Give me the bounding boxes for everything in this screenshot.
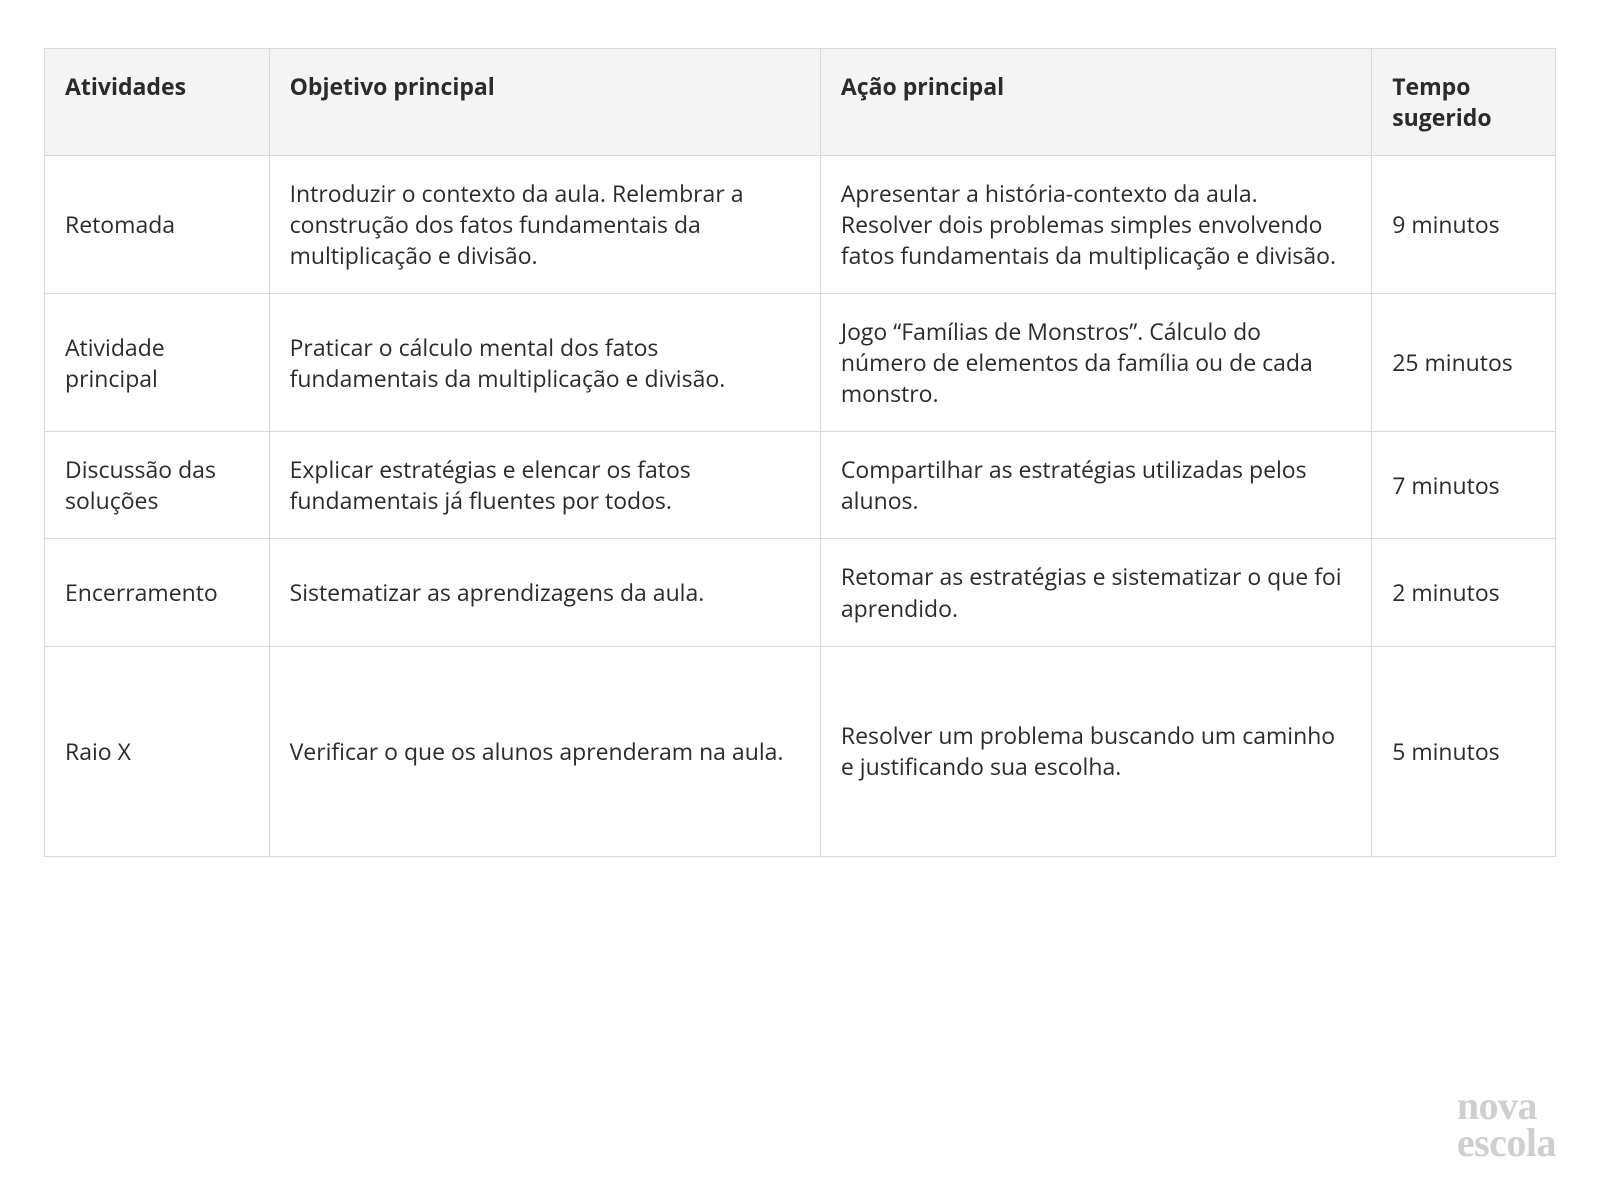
cell-action: Resolver um problema buscando um caminho… — [820, 646, 1371, 856]
cell-time: 25 minutos — [1372, 294, 1556, 432]
cell-activity: Atividade principal — [45, 294, 270, 432]
table-row: Retomada Introduzir o contexto da aula. … — [45, 156, 1556, 294]
col-header-activity: Atividades — [45, 49, 270, 156]
table-row: Atividade principal Praticar o cálculo m… — [45, 294, 1556, 432]
lesson-plan-table: Atividades Objetivo principal Ação princ… — [44, 48, 1556, 857]
cell-activity: Encerramento — [45, 539, 270, 646]
table-header-row: Atividades Objetivo principal Ação princ… — [45, 49, 1556, 156]
cell-activity: Discussão das soluções — [45, 432, 270, 539]
cell-activity: Raio X — [45, 646, 270, 856]
cell-time: 5 minutos — [1372, 646, 1556, 856]
cell-time: 2 minutos — [1372, 539, 1556, 646]
page: Atividades Objetivo principal Ação princ… — [0, 0, 1600, 1200]
table-row: Discussão das soluções Explicar estratég… — [45, 432, 1556, 539]
logo-line-2: escola — [1457, 1125, 1556, 1162]
cell-objective: Sistematizar as aprendizagens da aula. — [269, 539, 820, 646]
cell-action: Retomar as estratégias e sistematizar o … — [820, 539, 1371, 646]
col-header-objective: Objetivo principal — [269, 49, 820, 156]
cell-objective: Praticar o cálculo mental dos fatos fund… — [269, 294, 820, 432]
cell-action: Compartilhar as estratégias utilizadas p… — [820, 432, 1371, 539]
cell-objective: Introduzir o contexto da aula. Relembrar… — [269, 156, 820, 294]
cell-time: 7 minutos — [1372, 432, 1556, 539]
col-header-action: Ação principal — [820, 49, 1371, 156]
table-row: Raio X Verificar o que os alunos aprende… — [45, 646, 1556, 856]
nova-escola-logo: nova escola — [1457, 1088, 1556, 1162]
cell-objective: Explicar estratégias e elencar os fatos … — [269, 432, 820, 539]
cell-objective: Verificar o que os alunos aprenderam na … — [269, 646, 820, 856]
cell-action: Apresentar a história-contexto da aula. … — [820, 156, 1371, 294]
cell-time: 9 minutos — [1372, 156, 1556, 294]
cell-action: Jogo “Famílias de Monstros”. Cálculo do … — [820, 294, 1371, 432]
col-header-time: Tempo sugerido — [1372, 49, 1556, 156]
table-row: Encerramento Sistematizar as aprendizage… — [45, 539, 1556, 646]
cell-activity: Retomada — [45, 156, 270, 294]
